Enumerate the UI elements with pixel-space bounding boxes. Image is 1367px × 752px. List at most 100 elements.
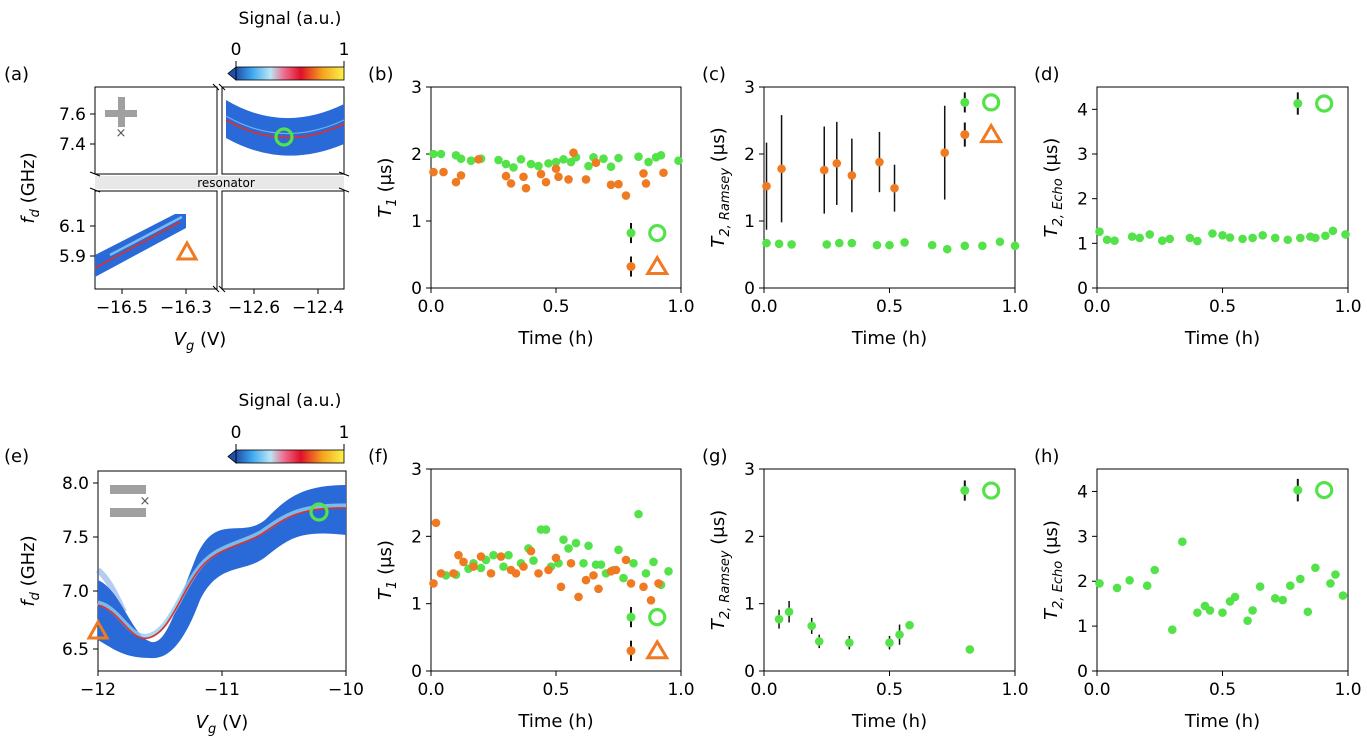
panel-label-c: (c) xyxy=(702,64,726,85)
data-point-circle xyxy=(641,569,651,578)
data-point-circle xyxy=(1270,593,1280,603)
data-point-circle xyxy=(1328,226,1338,236)
data-point-circle xyxy=(456,154,466,163)
data-point-circle xyxy=(995,237,1005,247)
marker-circle xyxy=(274,127,294,147)
colorbar-tick-label-min: 0 xyxy=(231,40,242,60)
y-axis-label-symbol: T xyxy=(708,235,729,248)
panel-label-h: (h) xyxy=(1034,446,1059,467)
legend-point xyxy=(626,228,636,238)
data-point-triangle xyxy=(551,164,561,174)
data-point-triangle xyxy=(594,584,603,594)
axes-frame xyxy=(221,190,345,290)
data-point-triangle xyxy=(569,148,578,157)
data-point-triangle xyxy=(581,175,591,184)
data-point-circle xyxy=(649,557,658,567)
data-point-circle xyxy=(1338,591,1348,600)
legend-circle-marker xyxy=(648,223,667,243)
y-tick-label: 3 xyxy=(1077,527,1088,547)
colorbar-gradient xyxy=(235,449,345,464)
data-point-circle xyxy=(1178,537,1187,547)
legend-point xyxy=(960,130,970,140)
y-tick-label: 1 xyxy=(744,595,755,615)
data-point-circle xyxy=(1248,606,1257,615)
data-point-triangle xyxy=(554,172,563,182)
heatmap-ridge-halo xyxy=(97,503,347,639)
data-point-triangle xyxy=(449,569,458,578)
axes-frame xyxy=(1096,86,1349,289)
colorbar-tick-label-max: 1 xyxy=(339,40,350,60)
legend-triangle-marker xyxy=(645,638,670,660)
y-tick-label: 4 xyxy=(1077,100,1088,120)
legend-circle-marker xyxy=(982,93,1001,112)
y-axis-label-subscript: 2, Echo xyxy=(1051,178,1066,226)
x-tick-label: 0.0 xyxy=(750,680,777,700)
data-point-circle xyxy=(564,544,573,553)
axes-frame xyxy=(94,190,218,290)
data-point-triangle xyxy=(519,172,528,182)
x-tick-label: 0.5 xyxy=(876,680,903,700)
x-axis-label: Time (h) xyxy=(517,328,593,349)
y-axis-label-symbol: T xyxy=(375,204,396,217)
data-point-circle xyxy=(872,240,882,250)
heatmap-ridge xyxy=(225,119,345,139)
data-point-triangle xyxy=(429,579,438,588)
legend-triangle-marker xyxy=(645,254,670,276)
data-point-circle xyxy=(965,645,975,654)
y-axis-label: T1 (μs) xyxy=(375,540,400,600)
y-tick-label: 0 xyxy=(744,279,755,299)
panel-label-a: (a) xyxy=(4,64,29,85)
legend-circle-marker xyxy=(982,481,1001,500)
y-tick-label: 2 xyxy=(1077,190,1088,210)
y-tick-label: 1 xyxy=(744,212,755,232)
y-tick-label: 2 xyxy=(411,145,422,165)
x-tick-label: 0.5 xyxy=(542,297,569,317)
y-axis-label-unit: (μs) xyxy=(708,127,729,168)
data-point-triangle xyxy=(639,582,648,592)
data-point-circle xyxy=(1258,230,1267,240)
data-point-triangle xyxy=(832,159,842,168)
data-point-circle xyxy=(436,149,446,159)
data-point-circle xyxy=(634,152,643,161)
x-tick-label: 0.0 xyxy=(417,680,444,700)
data-point-circle xyxy=(571,538,581,548)
data-point-circle xyxy=(584,161,593,171)
data-point-circle xyxy=(614,153,623,163)
data-point-triangle xyxy=(474,155,483,164)
y-tick-label: 0 xyxy=(1077,662,1088,682)
data-point-circle xyxy=(1248,233,1257,243)
data-point-circle xyxy=(596,560,606,569)
gate-parallel-icon: × xyxy=(110,485,150,517)
data-point-circle xyxy=(1193,236,1202,246)
x-axis-label: Vg (V) xyxy=(196,712,249,737)
y-axis-label: T1 (μs) xyxy=(375,158,400,218)
data-point-triangle xyxy=(847,171,857,180)
data-point-circle xyxy=(1127,232,1137,241)
y-tick-label: 0 xyxy=(1077,279,1088,299)
data-point-triangle xyxy=(519,562,528,571)
y-tick-label: 7.0 xyxy=(62,582,89,602)
x-ticks xyxy=(97,671,347,676)
data-point-triangle xyxy=(819,165,829,175)
colorbar-title: Signal (a.u.) xyxy=(239,9,342,29)
y-tick-label: 2 xyxy=(411,527,422,547)
data-point-circle xyxy=(494,155,503,165)
data-point-triangle xyxy=(581,575,591,585)
data-point-circle xyxy=(526,159,536,169)
y-tick-label: 2 xyxy=(744,527,755,547)
data-point-triangle xyxy=(890,183,899,193)
y-tick-label: 4 xyxy=(1077,482,1088,502)
y-axis-label: T2, Echo (μs) xyxy=(1041,520,1066,620)
y-tick-label: 7.5 xyxy=(62,528,89,548)
data-point-triangle xyxy=(536,169,546,179)
y-tick-label: 5.9 xyxy=(59,247,86,267)
y-tick-label: 6.1 xyxy=(59,217,86,237)
data-point-triangle xyxy=(641,179,651,188)
y-tick-label: 8.0 xyxy=(62,474,89,494)
heatmap-ridge-halo xyxy=(225,115,345,135)
y-axis-label-unit: (μs) xyxy=(708,510,729,551)
svg-text:×: × xyxy=(140,494,151,509)
data-point-circle xyxy=(1135,233,1144,243)
y-ticks xyxy=(93,482,98,650)
